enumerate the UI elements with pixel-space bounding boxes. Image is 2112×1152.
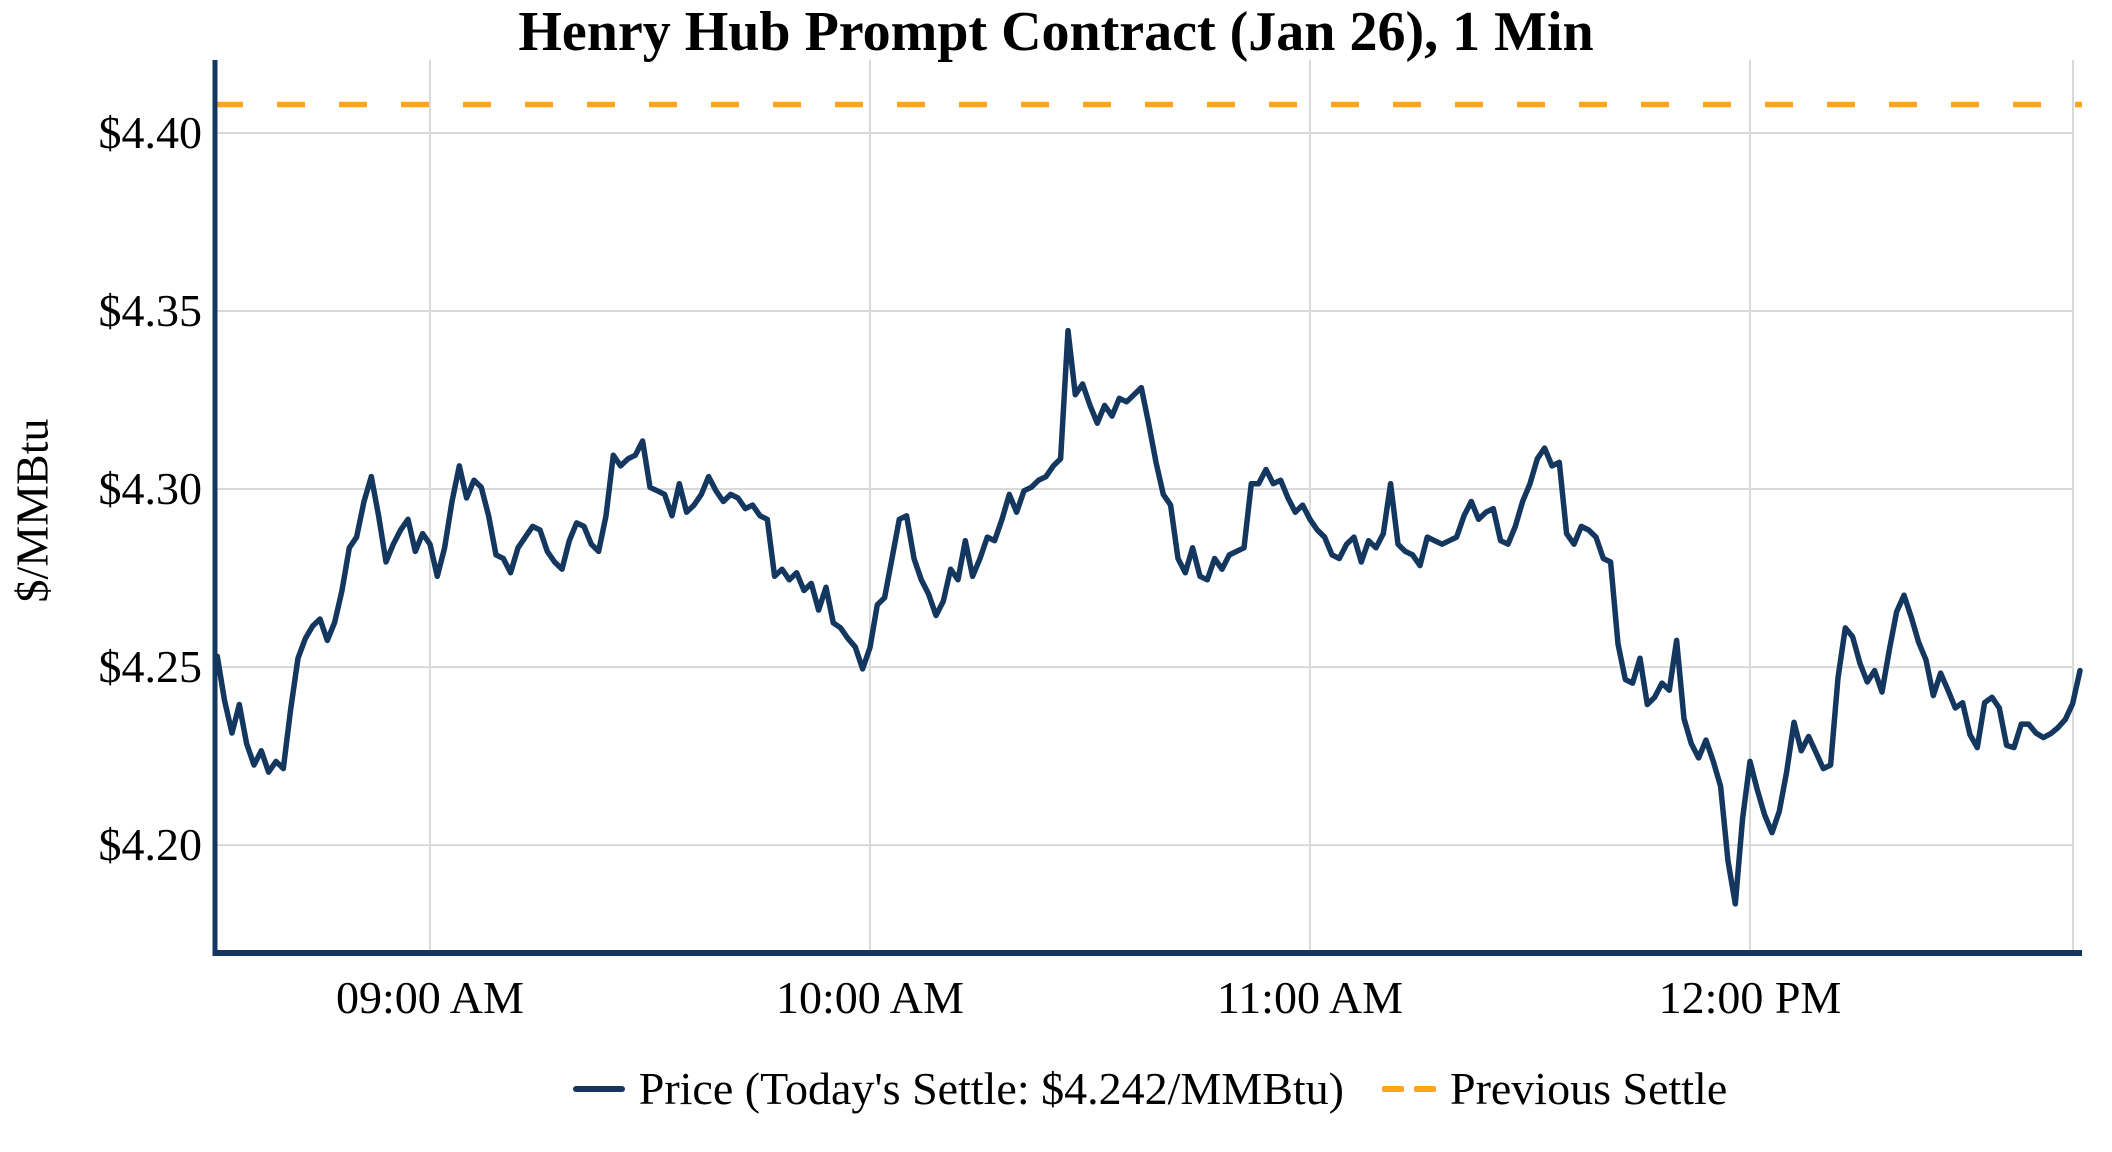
chart-title: Henry Hub Prompt Contract (Jan 26), 1 Mi… xyxy=(518,1,1594,63)
x-tick-label: 11:00 AM xyxy=(1216,972,1404,1023)
legend-price-label: Price (Today's Settle: $4.242/MMBtu) xyxy=(638,1063,1344,1114)
y-tick-label: $4.35 xyxy=(98,285,203,337)
previous-settle-swatch xyxy=(1381,1085,1436,1092)
y-tick-label: $4.25 xyxy=(98,641,203,693)
y-tick-label: $4.20 xyxy=(98,819,203,871)
x-tick-label: 12:00 PM xyxy=(1658,972,1842,1023)
y-tick-label: $4.40 xyxy=(98,106,203,158)
legend: Price (Today's Settle: $4.242/MMBtu) Pre… xyxy=(215,1062,2085,1115)
x-tick-label: 09:00 AM xyxy=(336,972,524,1023)
y-tick-label: $4.30 xyxy=(98,463,203,515)
price-line xyxy=(214,327,2083,907)
price-line-swatch xyxy=(572,1085,625,1092)
legend-previous-settle-label: Previous Settle xyxy=(1449,1063,1728,1114)
x-tick-label: 10:00 AM xyxy=(776,972,964,1023)
